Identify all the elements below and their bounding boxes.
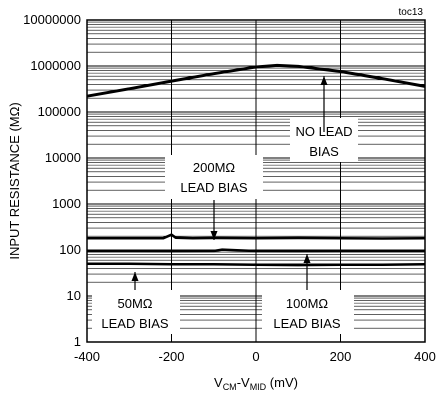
series-group	[86, 63, 426, 267]
annotation-background	[92, 290, 180, 334]
x-axis-label-dash: -V	[237, 375, 250, 390]
y-tick-label: 10000000	[23, 12, 81, 27]
annotation-text: BIAS	[309, 144, 339, 159]
x-axis-label-main: V	[214, 375, 223, 390]
annotation-arrowhead	[210, 231, 218, 240]
annotations: NO LEAD BIAS 200MΩ LEAD BIAS 50MΩ LEAD BIAS 10…	[92, 76, 358, 334]
annotation-text: 200MΩ	[193, 160, 236, 175]
x-axis-label-sub2: MID	[250, 382, 267, 392]
y-tick-label: 100000	[38, 104, 81, 119]
annotation-arrowhead	[320, 76, 328, 85]
annotation-text: NO LEAD	[295, 124, 352, 139]
y-axis-label: INPUT RESISTANCE (MΩ)	[7, 102, 22, 259]
annotation-arrowhead	[303, 254, 311, 263]
series-line-1	[87, 233, 426, 240]
y-tick-label: 100	[59, 242, 81, 257]
y-tick-label: 1000000	[30, 58, 81, 73]
y-tick-label: 1	[74, 334, 81, 349]
y-tick-labels: 1 10 100 1000 10000 100000 1000000 10000000	[23, 12, 81, 349]
x-tick-label: 200	[330, 349, 352, 364]
corner-label: toc13	[399, 7, 424, 18]
series-line-0	[86, 63, 426, 98]
annotation-text: LEAD BIAS	[273, 316, 341, 331]
plot-frame	[86, 19, 426, 343]
x-axis-label-sub1: CM	[223, 382, 237, 392]
y-tick-label: 1000	[52, 196, 81, 211]
x-axis-label-unit: (mV)	[266, 375, 298, 390]
x-tick-label: -400	[74, 349, 100, 364]
annotation-text: LEAD BIAS	[101, 316, 169, 331]
y-tick-label: 10000	[45, 150, 81, 165]
annotation-text: 50MΩ	[117, 296, 152, 311]
annotation-text: 100MΩ	[286, 296, 329, 311]
x-tick-labels: -400 -200 0 200 400	[74, 349, 436, 364]
x-tick-label: 0	[252, 349, 259, 364]
y-tick-label: 10	[67, 288, 81, 303]
annotation-background	[165, 155, 263, 199]
x-tick-label: -200	[158, 349, 184, 364]
annotation-background	[262, 290, 354, 334]
x-tick-label: 400	[414, 349, 436, 364]
annotation-arrowhead	[131, 272, 139, 281]
x-axis-label: VCM-VMID (mV)	[214, 375, 298, 392]
series-line-2	[87, 248, 425, 253]
annotation-text: LEAD BIAS	[180, 180, 248, 195]
series-line-3	[87, 262, 426, 267]
